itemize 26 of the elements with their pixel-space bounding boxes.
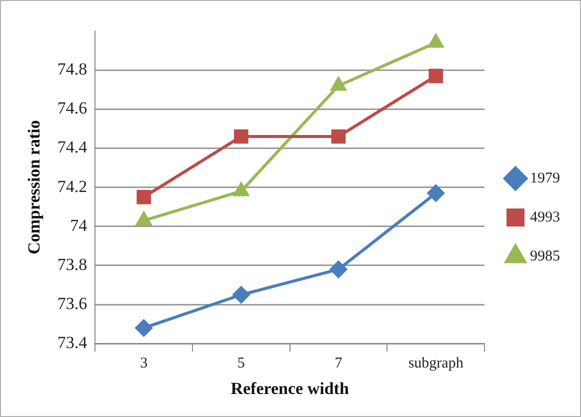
point	[136, 190, 151, 204]
y-tick-label: 73.6	[57, 294, 88, 313]
y-tick-label: 74.4	[57, 138, 88, 157]
point	[428, 68, 443, 84]
point	[136, 212, 152, 226]
x-tick-label: 5	[237, 356, 245, 372]
point	[330, 260, 347, 278]
y-axis-title: Compression ratio	[24, 120, 44, 254]
x-tick-label: 3	[140, 356, 148, 372]
legend-label: 1979	[530, 170, 560, 186]
y-tick-label: 74.8	[57, 60, 88, 79]
point	[135, 319, 152, 336]
y-tick-label: 74.6	[57, 98, 88, 118]
x-tick-label: subgraph	[408, 356, 464, 372]
y-tick-label: 73.4	[57, 333, 88, 352]
point	[232, 286, 250, 304]
x-tick-label: 7	[334, 356, 343, 372]
y-tick-label: 74.2	[57, 176, 88, 196]
legend-label: 9985	[530, 248, 560, 264]
y-tick-label: 74	[70, 216, 88, 235]
point	[331, 129, 346, 144]
x-axis-title: Reference width	[230, 379, 350, 398]
point	[234, 129, 248, 144]
legend-label: 4993	[530, 209, 560, 226]
y-tick-label: 73.8	[57, 254, 88, 274]
point	[427, 184, 444, 202]
